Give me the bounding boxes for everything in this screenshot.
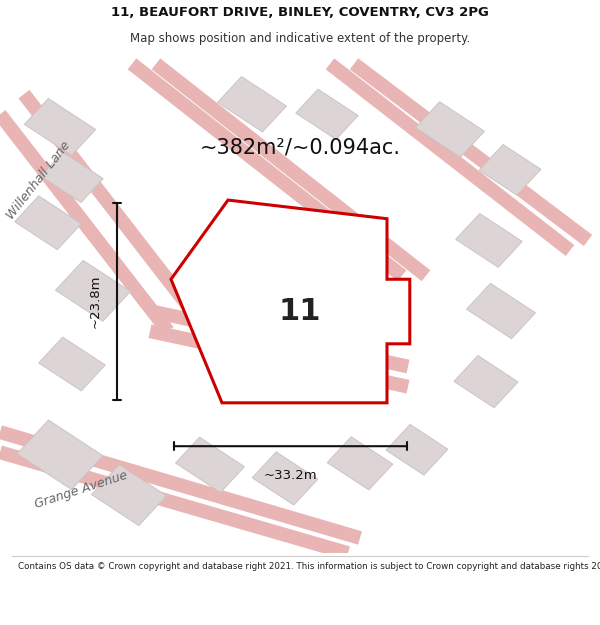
Polygon shape bbox=[171, 200, 410, 403]
Polygon shape bbox=[252, 452, 318, 505]
Polygon shape bbox=[41, 152, 103, 202]
Polygon shape bbox=[416, 102, 484, 157]
Polygon shape bbox=[479, 144, 541, 195]
Polygon shape bbox=[454, 356, 518, 408]
Text: Contains OS data © Crown copyright and database right 2021. This information is : Contains OS data © Crown copyright and d… bbox=[18, 562, 600, 571]
Text: ~382m²/~0.094ac.: ~382m²/~0.094ac. bbox=[199, 137, 401, 157]
Polygon shape bbox=[176, 438, 244, 493]
Text: Willenhall Lane: Willenhall Lane bbox=[5, 138, 73, 221]
Polygon shape bbox=[456, 214, 522, 268]
Polygon shape bbox=[92, 465, 166, 526]
Text: Grange Avenue: Grange Avenue bbox=[33, 469, 129, 511]
Polygon shape bbox=[15, 196, 81, 249]
Text: ~33.2m: ~33.2m bbox=[263, 469, 317, 482]
Text: 11: 11 bbox=[279, 296, 321, 326]
Polygon shape bbox=[386, 424, 448, 475]
Text: Map shows position and indicative extent of the property.: Map shows position and indicative extent… bbox=[130, 31, 470, 44]
Polygon shape bbox=[56, 261, 130, 321]
Text: ~23.8m: ~23.8m bbox=[89, 275, 102, 328]
Polygon shape bbox=[39, 337, 105, 391]
Text: 11, BEAUFORT DRIVE, BINLEY, COVENTRY, CV3 2PG: 11, BEAUFORT DRIVE, BINLEY, COVENTRY, CV… bbox=[111, 6, 489, 19]
Polygon shape bbox=[467, 283, 535, 339]
Polygon shape bbox=[25, 99, 95, 156]
Polygon shape bbox=[327, 437, 393, 490]
Polygon shape bbox=[296, 89, 358, 139]
Polygon shape bbox=[309, 292, 399, 366]
Polygon shape bbox=[218, 77, 286, 132]
Polygon shape bbox=[17, 420, 103, 489]
